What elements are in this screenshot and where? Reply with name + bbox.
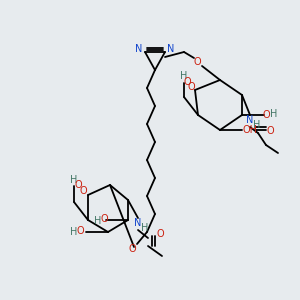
Text: O: O [100, 214, 108, 224]
Text: H: H [253, 120, 261, 130]
Text: H: H [70, 227, 78, 237]
Text: N: N [167, 44, 175, 54]
Text: O: O [76, 226, 84, 236]
Text: H: H [141, 223, 149, 233]
Text: H: H [180, 71, 188, 81]
Text: N: N [135, 44, 143, 54]
Text: O: O [193, 57, 201, 67]
Text: O: O [128, 244, 136, 254]
Text: O: O [156, 229, 164, 239]
Text: H: H [270, 109, 278, 119]
Text: O: O [187, 82, 195, 92]
Text: N: N [246, 115, 254, 125]
Text: H: H [70, 175, 78, 185]
Text: O: O [183, 77, 191, 87]
Text: OH: OH [242, 125, 257, 135]
Text: O: O [74, 180, 82, 190]
Text: O: O [262, 110, 270, 120]
Text: O: O [266, 126, 274, 136]
Text: O: O [79, 186, 87, 196]
Text: N: N [134, 218, 142, 228]
Text: H: H [94, 216, 102, 226]
